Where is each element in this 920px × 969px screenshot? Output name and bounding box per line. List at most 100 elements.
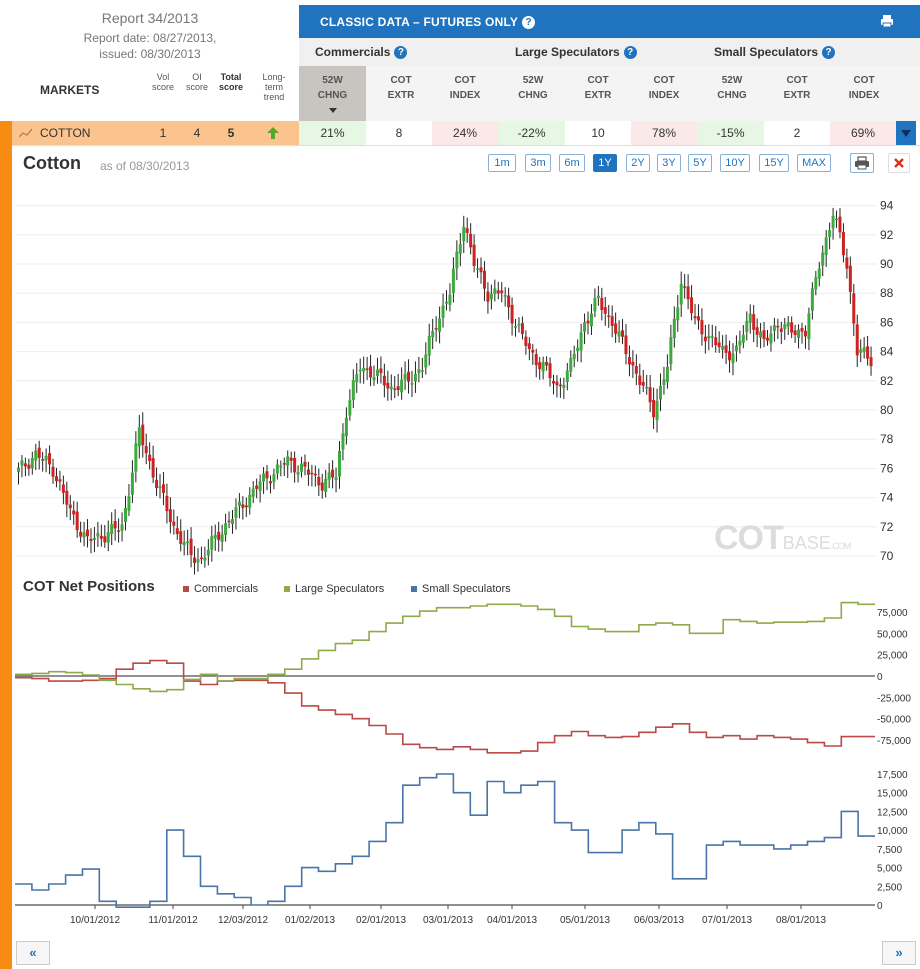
candle	[106, 520, 110, 552]
candle	[762, 322, 766, 348]
candle	[793, 324, 797, 343]
range-button-max[interactable]: MAX	[797, 154, 831, 172]
x-tick-label: 03/01/2013	[423, 915, 473, 926]
print-icon[interactable]	[880, 14, 894, 28]
candle	[362, 356, 366, 384]
candle	[482, 261, 486, 302]
candle	[852, 283, 856, 336]
candle	[531, 344, 535, 365]
candle	[845, 248, 849, 279]
large-extr: 10	[591, 126, 605, 140]
candle	[317, 468, 321, 496]
prev-button[interactable]: «	[16, 941, 50, 965]
candle	[824, 230, 828, 267]
range-button-3m[interactable]: 3m	[525, 154, 551, 172]
range-button-2y[interactable]: 2Y	[626, 154, 650, 172]
candle	[193, 546, 197, 575]
sort-52w-large[interactable]: 52W CHNG	[518, 75, 548, 101]
candle	[476, 258, 480, 278]
sort-extr-small[interactable]: COT EXTR	[783, 75, 811, 101]
range-button-5y[interactable]: 5Y	[688, 154, 712, 172]
candle	[672, 306, 676, 348]
small-52w: -15%	[697, 121, 764, 145]
price-chart: 70 72 74 76 78 80 82 84 86 88 90 92 94	[15, 199, 894, 575]
candle	[68, 495, 72, 521]
sort-52w-commercials[interactable]: 52W CHNG	[299, 66, 366, 121]
candle	[175, 516, 179, 540]
expand-row-button[interactable]	[896, 121, 916, 145]
range-button-6m[interactable]: 6m	[559, 154, 585, 172]
candle	[489, 284, 493, 310]
candle	[251, 481, 255, 504]
candle	[627, 345, 631, 377]
sort-52w-small[interactable]: 52W CHNG	[717, 75, 747, 101]
candle	[441, 293, 445, 328]
candle	[828, 222, 832, 250]
candle	[583, 313, 587, 345]
trend-up-icon	[267, 127, 279, 139]
candle	[382, 363, 386, 398]
candle	[203, 546, 207, 568]
candle	[683, 273, 687, 299]
chevron-down-icon	[901, 130, 911, 137]
print-chart-button[interactable]	[850, 153, 874, 173]
series-large-speculators	[15, 601, 875, 693]
next-button[interactable]: »	[882, 941, 916, 965]
candle	[130, 460, 134, 504]
candle	[686, 274, 690, 310]
sort-index-large[interactable]: COT INDEX	[648, 75, 680, 101]
sort-extr-commercials[interactable]: COT EXTR	[387, 75, 415, 101]
sort-index-small[interactable]: COT INDEX	[848, 75, 880, 101]
candle	[127, 484, 131, 516]
candle	[137, 414, 141, 459]
candle	[206, 539, 210, 566]
print-icon	[855, 156, 869, 170]
candle	[752, 305, 756, 343]
close-icon	[894, 158, 904, 168]
help-icon[interactable]: ?	[623, 46, 637, 60]
candle	[296, 465, 300, 483]
candle	[662, 366, 666, 395]
commercials-index: 24%	[432, 121, 498, 145]
candle	[759, 322, 763, 349]
candle	[272, 468, 276, 490]
candle	[835, 210, 839, 228]
large-index: 78%	[631, 121, 697, 145]
candle	[700, 308, 704, 346]
market-name[interactable]: COTTON	[40, 126, 91, 140]
candle	[334, 467, 338, 493]
help-icon[interactable]: ?	[822, 46, 836, 60]
y-tick-label: 75,000	[877, 608, 908, 619]
candle	[738, 330, 742, 354]
sort-extr-large[interactable]: COT EXTR	[584, 75, 612, 101]
help-icon[interactable]: ?	[394, 46, 408, 60]
range-button-10y[interactable]: 10Y	[720, 154, 750, 172]
candle	[117, 518, 121, 543]
candle	[734, 335, 738, 362]
candle	[113, 509, 117, 541]
candle	[358, 358, 362, 384]
candle	[624, 324, 628, 365]
y-tick-label: 0	[877, 901, 883, 912]
x-tick-label: 01/02/2013	[285, 915, 335, 926]
candle	[579, 323, 583, 363]
y-tick-label: 72	[880, 520, 894, 534]
candle	[503, 287, 507, 307]
sort-index-commercials[interactable]: COT INDEX	[449, 75, 481, 101]
legend-large-speculators: Large Speculators	[284, 583, 384, 595]
candle	[17, 462, 20, 485]
candle	[572, 345, 576, 368]
range-button-15y[interactable]: 15Y	[759, 154, 789, 172]
candle	[306, 461, 310, 486]
candle	[72, 500, 76, 525]
candle	[279, 460, 283, 477]
table-row[interactable]: COTTON 1 4 5 21% 8 24% -22% 10 78% -15% …	[0, 121, 920, 146]
candle	[745, 311, 749, 341]
close-chart-button[interactable]	[888, 153, 910, 173]
range-button-1m[interactable]: 1m	[488, 154, 516, 172]
y-tick-label: 15,000	[877, 789, 908, 800]
report-date: Report date: 08/27/2013,	[83, 31, 217, 45]
range-button-1y[interactable]: 1Y	[593, 154, 617, 172]
range-button-3y[interactable]: 3Y	[657, 154, 681, 172]
help-icon[interactable]: ?	[522, 16, 536, 30]
